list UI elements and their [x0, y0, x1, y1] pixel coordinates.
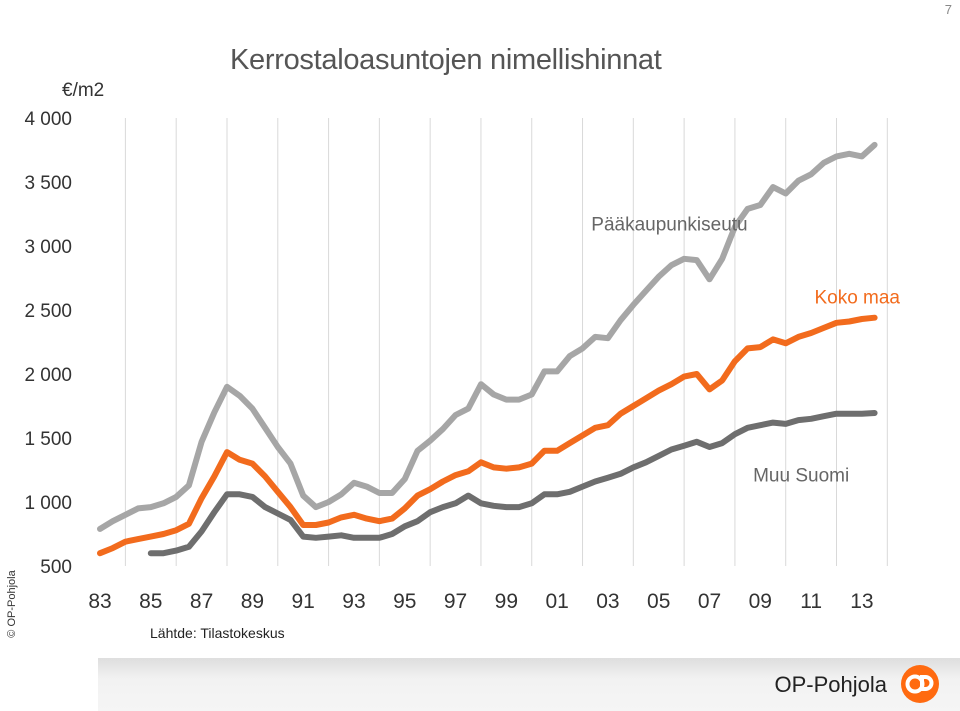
series-line-koko-maa — [97, 314, 878, 557]
x-tick-label: 95 — [393, 590, 416, 613]
x-tick-label: 87 — [190, 590, 213, 613]
x-tick-label: 85 — [139, 590, 162, 613]
x-tick-label: 97 — [444, 590, 467, 613]
x-tick-label: 91 — [291, 590, 314, 613]
y-tick-label: 500 — [40, 557, 72, 578]
y-tick-label: 2 000 — [24, 365, 72, 386]
footer-bar: OP-Pohjola — [98, 658, 960, 711]
x-tick-label: 11 — [800, 590, 822, 613]
series-label-paakaupunkiseutu: Pääkaupunkiseutu — [591, 215, 747, 236]
series-line-paakaupunkiseutu — [97, 141, 878, 532]
x-tick-label: 13 — [850, 590, 873, 613]
brand-name: OP-Pohjola — [774, 672, 887, 697]
x-tick-label: 83 — [88, 590, 111, 613]
y-tick-label: 2 500 — [24, 301, 72, 322]
y-tick-label: 1 500 — [24, 429, 72, 450]
series-label-koko-maa: Koko maa — [814, 288, 900, 309]
x-tick-label: 05 — [647, 590, 670, 613]
x-tick-label: 07 — [698, 590, 721, 613]
x-tick-label: 93 — [342, 590, 365, 613]
y-tick-label: 3 000 — [24, 237, 72, 258]
y-tick-label: 1 000 — [24, 493, 72, 514]
y-tick-label: 3 500 — [24, 173, 72, 194]
x-tick-label: 89 — [241, 590, 264, 613]
x-tick-label: 01 — [545, 590, 568, 613]
chart-title: Kerrostaloasuntojen nimellishinnat — [230, 44, 662, 76]
series-line-muu-suomi — [147, 410, 878, 557]
x-tick-label: 99 — [495, 590, 518, 613]
source-note: Lähtde: Tilastokeskus — [150, 625, 285, 641]
y-tick-label: 4 000 — [24, 109, 72, 130]
series-label-muu-suomi: Muu Suomi — [753, 466, 849, 487]
page-number: 7 — [944, 2, 952, 17]
x-tick-label: 03 — [596, 590, 619, 613]
op-logo-icon — [901, 665, 939, 703]
x-tick-label: 09 — [749, 590, 772, 613]
y-axis-unit-label: €/m2 — [62, 80, 105, 101]
copyright-label: © OP-Pohjola — [6, 570, 18, 638]
